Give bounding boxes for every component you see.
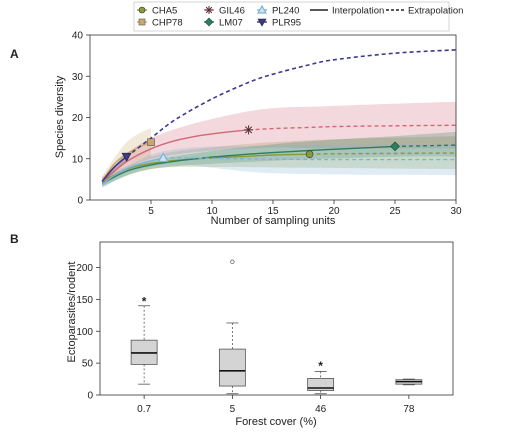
legend-item-chp78: CHP78	[137, 18, 183, 29]
legend-label-chp78: CHP78	[152, 18, 183, 29]
x-tick-label-25: 25	[389, 206, 401, 217]
panel-a-markers	[121, 125, 400, 163]
line-extrap-plr95	[126, 49, 457, 158]
band-pl240	[102, 144, 456, 188]
b-x-tick-label-46: 46	[315, 404, 327, 415]
marker-gil46-stroke-dark	[245, 126, 253, 134]
box-body-5	[218, 348, 246, 387]
legend-item-pl240: PL240	[256, 4, 299, 17]
legend-marker-plr95	[257, 18, 267, 27]
b-x-tick-label-5: 5	[230, 404, 236, 415]
panel-a-y-axis-title: Species diversity	[54, 75, 66, 158]
legend-item-plr95: PLR95	[257, 18, 301, 29]
line-interp-pl240	[101, 157, 164, 185]
x-tick-label-10: 10	[206, 206, 218, 217]
panel-a-axes: 5 10 15 20 25 30 0 10 20 30 40	[72, 31, 462, 218]
x-tick-label-20: 20	[328, 206, 340, 217]
panel-b-label: B	[10, 232, 19, 246]
marker-gil46	[244, 125, 254, 135]
legend-marker-lm07	[204, 17, 214, 27]
y-tick-label-30: 30	[72, 72, 84, 83]
box-78	[395, 378, 423, 386]
legend-marker-chp78	[138, 18, 146, 26]
line-extrap-gil46	[248, 124, 457, 131]
box-0-7: *	[130, 295, 158, 385]
box-5	[218, 259, 246, 395]
panel-a-curves	[101, 49, 457, 185]
legend-marker-pl240	[256, 4, 268, 14]
legend-item-cha5: CHA5	[137, 6, 177, 17]
legend-item-lm07: LM07	[204, 18, 243, 29]
significance-0-7: *	[142, 295, 147, 309]
b-y-tick-label-200: 200	[76, 263, 93, 274]
legend-extrapolation-label: Extrapolation	[408, 6, 463, 17]
marker-plr95	[121, 152, 132, 162]
b-y-tick-label-100: 100	[76, 327, 93, 338]
panel-b-boxplots: **	[130, 259, 423, 395]
x-tick-label-15: 15	[267, 206, 279, 217]
y-tick-label-0: 0	[77, 196, 83, 207]
legend-label-plr95: PLR95	[272, 18, 301, 29]
line-interp-lm07	[101, 145, 396, 185]
panel-b-x-axis-title: Forest cover (%)	[235, 416, 316, 428]
legend-frame	[133, 1, 450, 32]
significance-46: *	[318, 359, 323, 373]
legend-label-cha5: CHA5	[152, 6, 177, 17]
legend-interpolation-label: Interpolation	[332, 6, 384, 17]
panel-a-label: A	[10, 47, 19, 61]
panel-a-chart: 5 10 15 20 25 30 0 10 20 30 40 Number of sampling …	[54, 31, 462, 228]
b-y-tick-label-50: 50	[82, 359, 94, 370]
legend-item-gil46: GIL46	[204, 6, 245, 17]
outlier-5-0	[230, 259, 235, 264]
marker-cha5	[305, 150, 314, 159]
band-cha5	[102, 136, 456, 186]
marker-chp78	[147, 138, 155, 147]
legend-marker-cha5	[138, 6, 146, 14]
panel-b-axes: 0.7 5 46 78 0 50 100 150 200	[76, 263, 415, 415]
panel-a-x-axis-title: Number of sampling units	[211, 215, 336, 227]
panel-a-confidence-bands	[102, 101, 456, 188]
b-y-tick-label-150: 150	[76, 295, 93, 306]
b-x-tick-label-0-7: 0.7	[137, 404, 151, 415]
panel-b-y-axis-title: Ectoparasites/rodent	[66, 262, 78, 363]
panel-b-plot-frame	[99, 241, 454, 396]
x-tick-label-5: 5	[148, 206, 154, 217]
legend-label-pl240: PL240	[272, 6, 299, 17]
y-tick-label-20: 20	[72, 113, 84, 124]
line-extrap-cha5	[309, 152, 457, 155]
marker-pl240	[157, 152, 169, 163]
legend-label-lm07: LM07	[219, 18, 243, 29]
band-gil46	[102, 101, 456, 186]
line-extrap-pl240	[163, 157, 456, 161]
marker-lm07	[390, 141, 400, 152]
y-tick-label-40: 40	[72, 31, 84, 42]
box-46: *	[307, 359, 335, 395]
b-x-tick-label-78: 78	[403, 404, 415, 415]
line-interp-plr95	[101, 156, 128, 182]
x-tick-label-30: 30	[450, 206, 462, 217]
y-tick-label-10: 10	[72, 154, 84, 165]
legend-marker-gil46	[205, 6, 213, 14]
legend-label-gil46: GIL46	[219, 6, 245, 17]
legend-marker-gil46-stroke-dark	[205, 6, 213, 14]
b-y-tick-label-0: 0	[87, 391, 93, 402]
